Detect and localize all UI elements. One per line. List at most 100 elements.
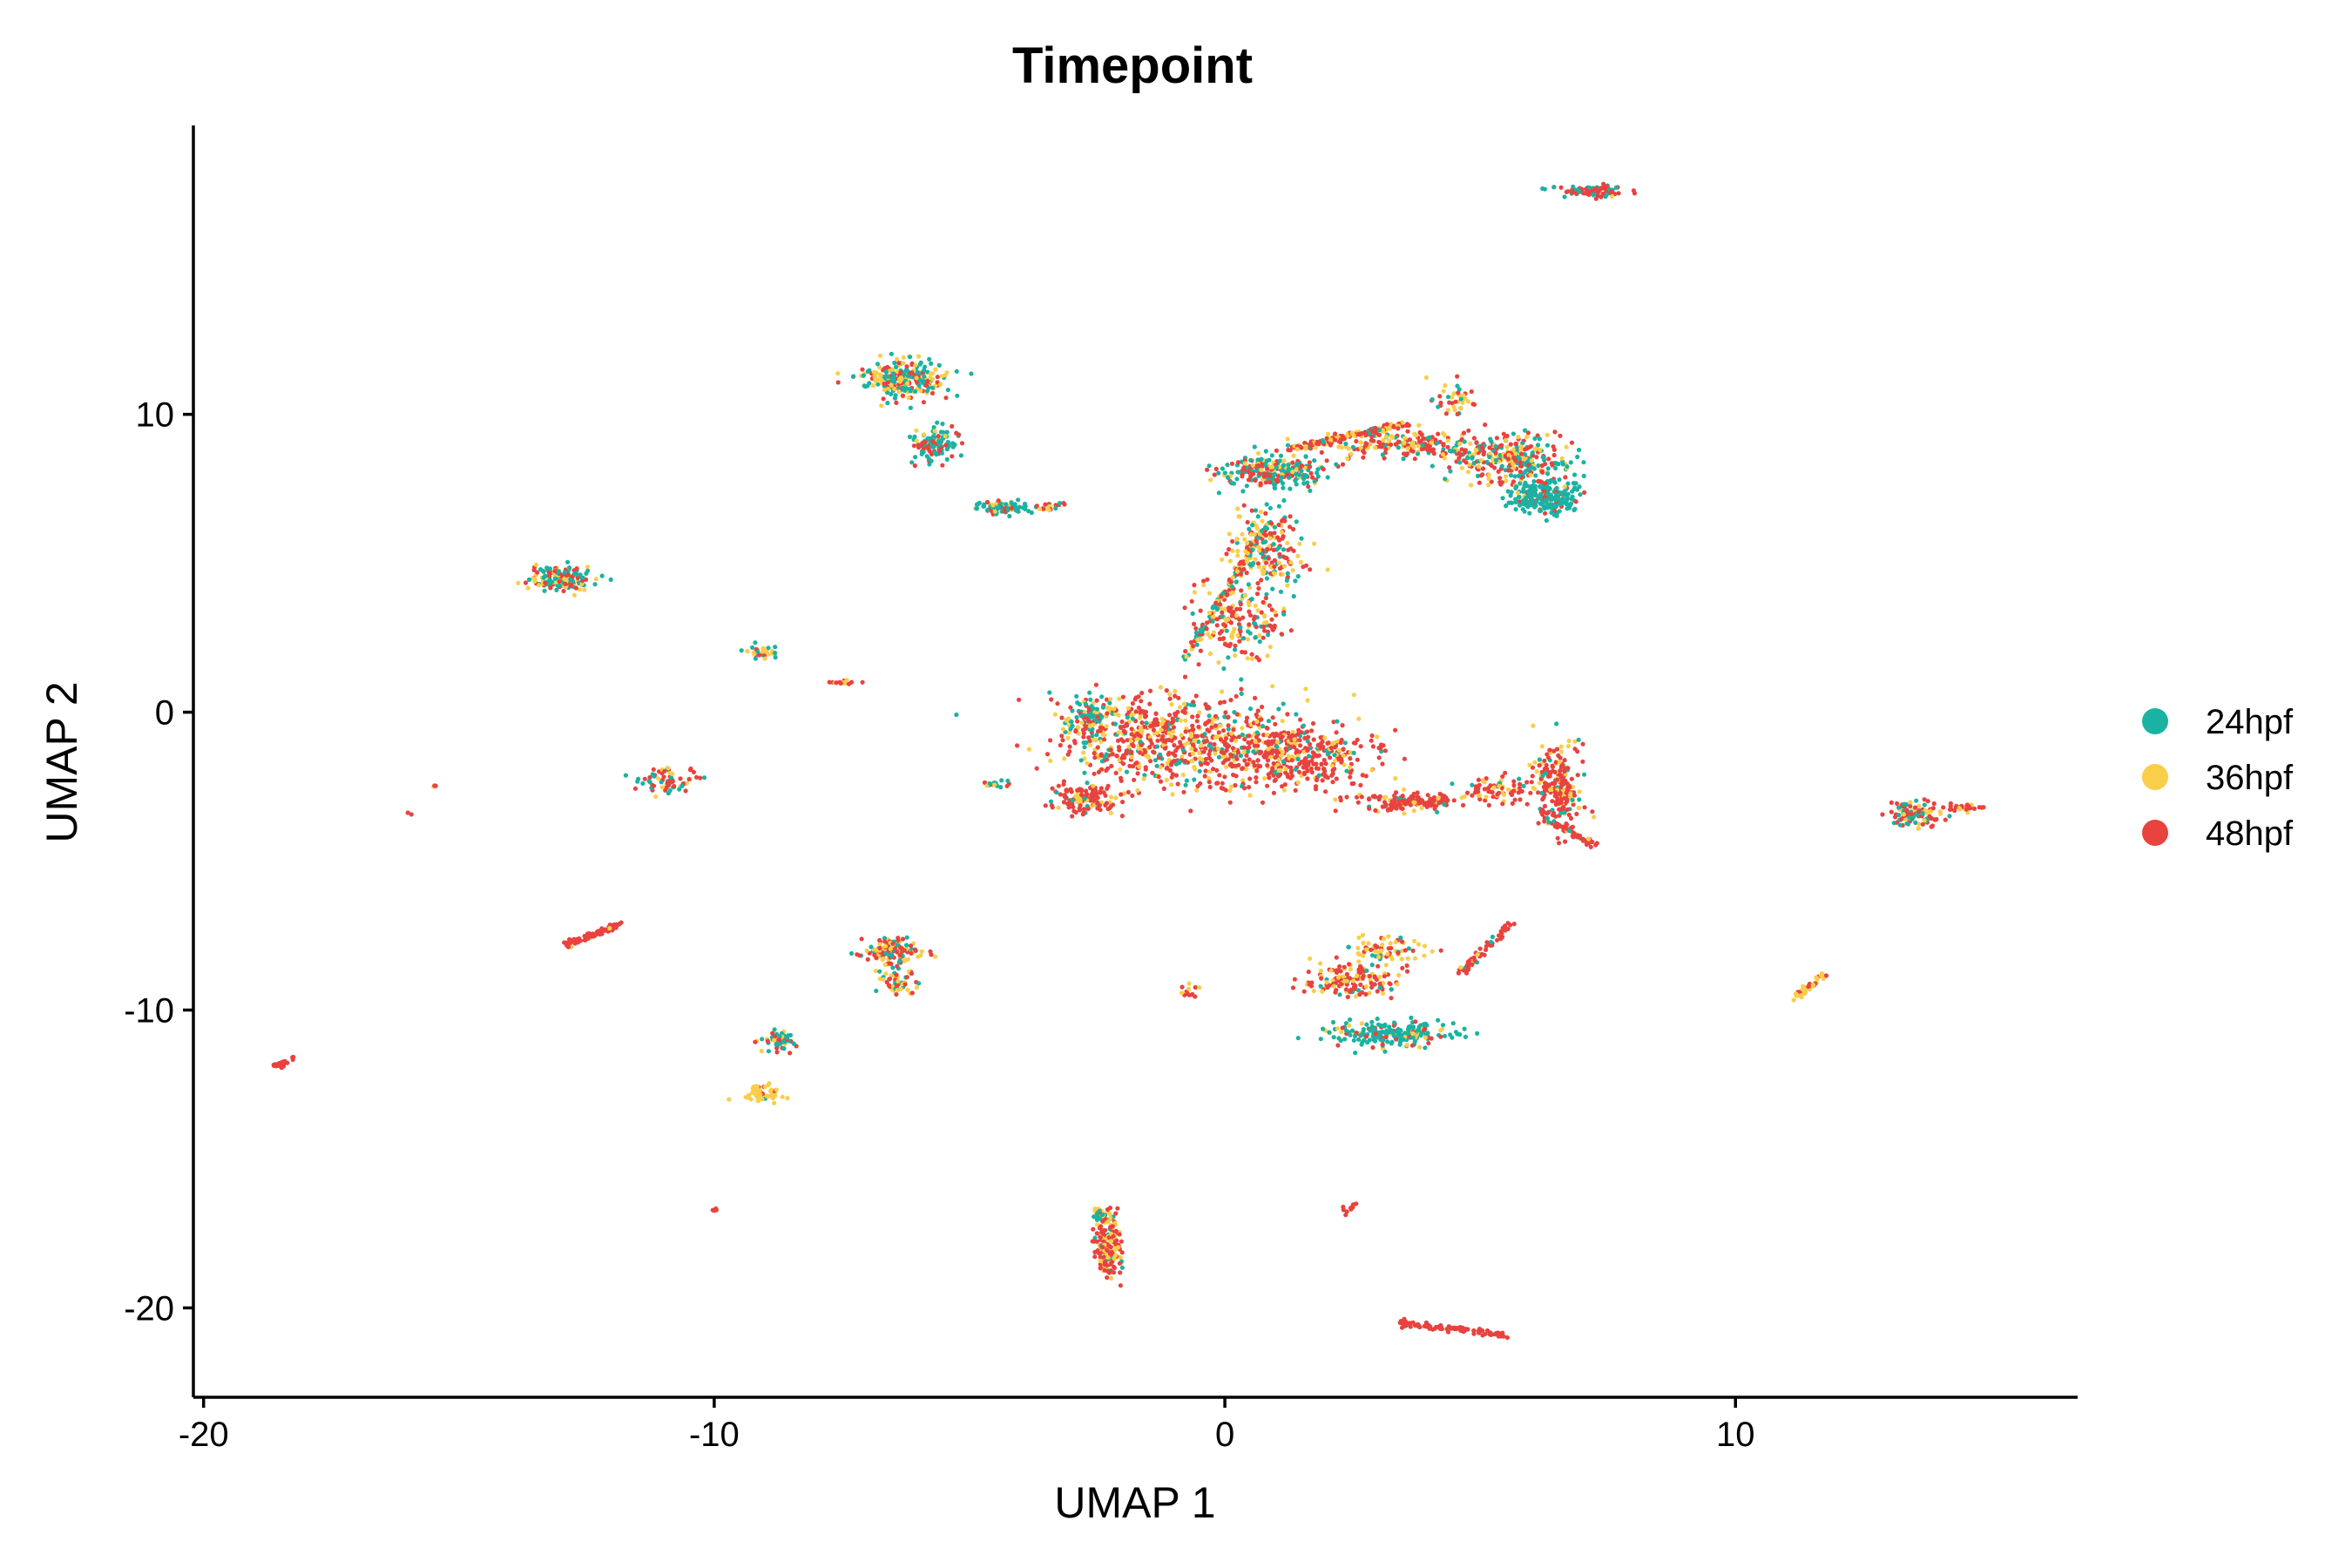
data-point-48hpf (1584, 186, 1589, 192)
data-point-36hpf (1170, 792, 1175, 797)
data-point-24hpf (1457, 460, 1463, 465)
data-point-48hpf (1213, 466, 1219, 472)
data-point-36hpf (1416, 443, 1421, 449)
data-point-24hpf (883, 369, 889, 375)
data-point-48hpf (897, 952, 902, 958)
data-point-36hpf (1164, 777, 1169, 783)
data-point-36hpf (1381, 437, 1386, 443)
data-point-36hpf (653, 794, 659, 800)
data-point-48hpf (1511, 783, 1517, 788)
data-point-48hpf (1238, 559, 1243, 565)
data-point-36hpf (774, 1087, 779, 1092)
data-point-36hpf (1504, 474, 1509, 479)
data-point-36hpf (1347, 1023, 1352, 1028)
data-point-36hpf (1276, 757, 1281, 762)
data-point-48hpf (1490, 794, 1496, 800)
data-point-48hpf (1224, 551, 1229, 557)
data-point-36hpf (898, 986, 903, 991)
data-point-48hpf (1233, 774, 1239, 779)
data-point-48hpf (1371, 438, 1376, 443)
data-point-48hpf (1399, 939, 1404, 944)
data-point-36hpf (1227, 788, 1233, 794)
data-point-48hpf (1495, 792, 1500, 797)
data-point-36hpf (1131, 712, 1136, 717)
data-point-36hpf (1154, 730, 1160, 735)
data-point-48hpf (1410, 948, 1416, 953)
data-point-48hpf (1240, 474, 1245, 479)
data-point-24hpf (868, 944, 874, 950)
data-point-48hpf (1234, 606, 1240, 612)
data-point-36hpf (1359, 1021, 1364, 1026)
data-point-48hpf (1017, 697, 1022, 702)
data-point-48hpf (1344, 794, 1349, 800)
data-point-36hpf (593, 577, 599, 582)
data-point-48hpf (1469, 389, 1474, 395)
data-point-48hpf (1593, 842, 1598, 848)
data-point-48hpf (1358, 963, 1363, 969)
data-point-48hpf (1552, 429, 1558, 435)
data-point-36hpf (525, 585, 531, 591)
data-point-48hpf (1321, 757, 1327, 763)
data-point-24hpf (635, 779, 640, 784)
data-point-48hpf (1425, 793, 1430, 798)
data-point-24hpf (1511, 431, 1516, 436)
data-point-36hpf (1383, 963, 1389, 968)
data-point-24hpf (1490, 934, 1495, 940)
data-point-24hpf (912, 434, 917, 439)
data-point-48hpf (1081, 734, 1086, 740)
data-point-48hpf (882, 939, 888, 944)
data-point-36hpf (1197, 710, 1202, 715)
data-point-48hpf (894, 991, 899, 997)
data-point-48hpf (1261, 733, 1267, 738)
data-point-48hpf (1195, 783, 1200, 789)
data-point-36hpf (1521, 456, 1526, 462)
data-point-24hpf (1947, 814, 1952, 819)
data-point-24hpf (1099, 759, 1105, 764)
data-point-24hpf (1436, 404, 1441, 409)
data-point-24hpf (1389, 1039, 1395, 1044)
data-point-24hpf (1521, 499, 1526, 505)
data-point-48hpf (1114, 754, 1119, 759)
data-point-48hpf (1367, 797, 1372, 802)
data-point-48hpf (1571, 793, 1578, 798)
data-point-24hpf (1521, 486, 1526, 491)
data-point-48hpf (1529, 780, 1534, 785)
data-point-36hpf (1193, 767, 1198, 772)
data-point-48hpf (1396, 439, 1401, 444)
data-point-48hpf (935, 375, 940, 380)
data-point-24hpf (1125, 714, 1130, 720)
data-point-48hpf (1254, 775, 1259, 781)
data-point-36hpf (1109, 794, 1114, 800)
data-point-48hpf (1503, 928, 1508, 933)
data-point-48hpf (1570, 187, 1575, 193)
data-point-36hpf (933, 383, 938, 389)
data-point-48hpf (1098, 1254, 1103, 1260)
data-point-48hpf (860, 367, 865, 372)
data-point-48hpf (921, 400, 926, 405)
data-point-24hpf (1512, 474, 1517, 479)
data-point-24hpf (875, 382, 881, 387)
data-point-24hpf (701, 775, 707, 781)
data-point-48hpf (1488, 783, 1493, 788)
data-point-24hpf (1233, 647, 1238, 652)
data-point-48hpf (1308, 766, 1314, 771)
data-point-24hpf (1247, 526, 1252, 532)
data-point-36hpf (914, 428, 919, 433)
data-point-48hpf (1471, 436, 1477, 441)
data-point-48hpf (1931, 801, 1936, 807)
data-point-24hpf (1262, 555, 1267, 560)
data-point-48hpf (1575, 773, 1580, 778)
data-point-48hpf (1461, 802, 1466, 808)
data-point-36hpf (1290, 568, 1295, 573)
data-point-24hpf (936, 362, 942, 368)
data-point-36hpf (901, 355, 906, 360)
data-point-48hpf (1267, 480, 1273, 485)
data-point-48hpf (1345, 994, 1350, 1000)
data-point-48hpf (1056, 783, 1061, 788)
data-point-48hpf (1183, 649, 1188, 654)
data-point-48hpf (1311, 761, 1316, 767)
data-point-24hpf (1315, 467, 1321, 472)
data-point-48hpf (1370, 744, 1375, 749)
data-point-36hpf (1318, 961, 1323, 966)
data-point-48hpf (1125, 789, 1131, 795)
